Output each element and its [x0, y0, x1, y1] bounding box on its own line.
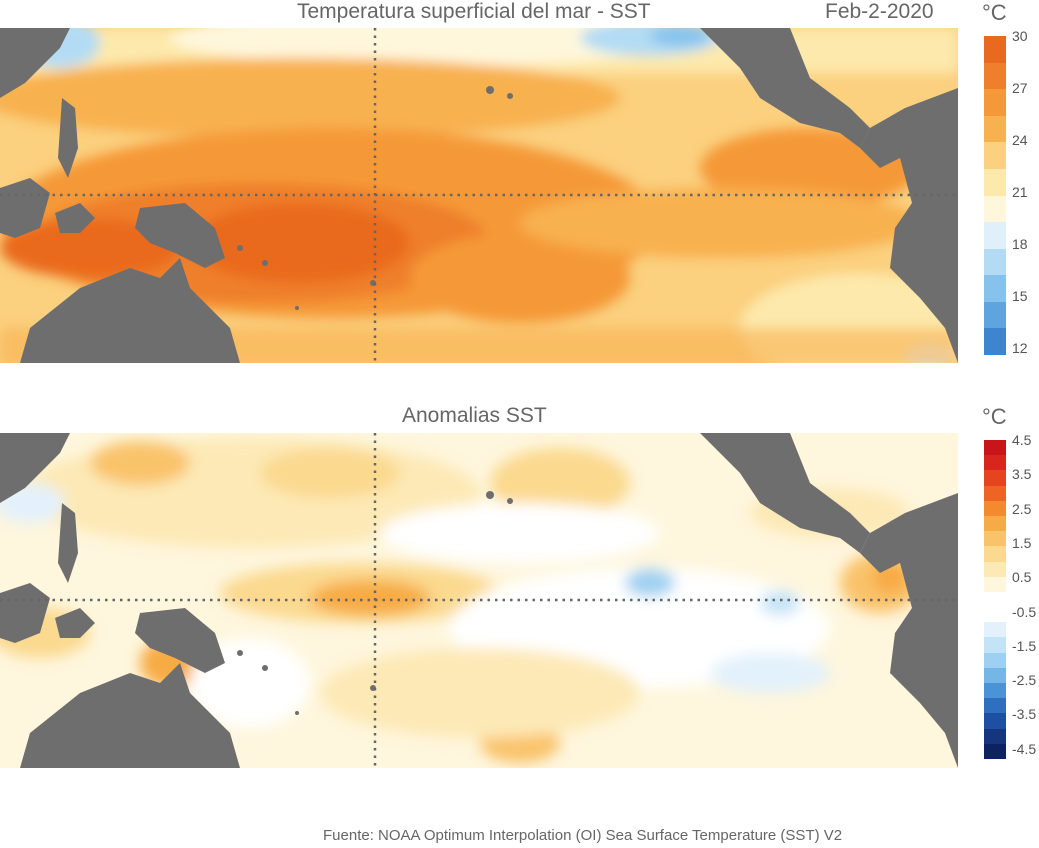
- anom-land: [0, 433, 958, 768]
- sst-colorbar-tick: 24: [1012, 132, 1028, 148]
- sst-colorbar-segment: [984, 328, 1006, 356]
- anom-colorbar-segment: [984, 455, 1006, 471]
- anom-colorbar-tick: 4.5: [1012, 432, 1032, 448]
- anom-colorbar: [984, 440, 1006, 760]
- anom-colorbar-segment: [984, 485, 1006, 502]
- anom-colorbar-tick: -2.5: [1012, 672, 1037, 689]
- sst-colorbar-segment: [984, 222, 1006, 250]
- anom-colorbar-segment: [984, 743, 1006, 760]
- anom-colorbar-tick: -1.5: [1012, 637, 1037, 654]
- sst-colorbar-segment: [984, 275, 1006, 303]
- sst-title: Temperatura superficial del mar - SST: [297, 0, 651, 23]
- anom-colorbar-tick: 1.5: [1012, 534, 1032, 551]
- anom-colorbar-segment: [984, 713, 1006, 730]
- anom-colorbar-tick: -4.5: [1012, 740, 1037, 757]
- anom-colorbar-segment: [984, 515, 1006, 532]
- sst-date: Feb-2-2020: [825, 0, 934, 23]
- sst-colorbar-segment: [984, 195, 1006, 223]
- sst-colorbar-tick: 30: [1012, 28, 1028, 44]
- anom-map: [0, 433, 958, 768]
- anom-colorbar-segment: [984, 440, 1006, 456]
- sst-colorbar-tick: 18: [1012, 236, 1028, 252]
- sst-colorbar-tick: 12: [1012, 340, 1028, 356]
- anom-colorbar-segment: [984, 607, 1006, 623]
- sst-colorbar-segment: [984, 36, 1006, 64]
- anom-colorbar-segment: [984, 546, 1006, 563]
- sst-colorbar-segment: [984, 62, 1006, 90]
- sst-colorbar-tick: 21: [1012, 184, 1028, 200]
- sst-colorbar: [984, 36, 1006, 356]
- sst-colorbar-tick: 15: [1012, 288, 1028, 304]
- sst-colorbar-segment: [984, 168, 1006, 196]
- anom-colorbar-segment: [984, 591, 1006, 608]
- anom-colorbar-segment: [984, 728, 1006, 745]
- anom-colorbar-tick: -3.5: [1012, 706, 1037, 723]
- sst-land: [0, 28, 958, 363]
- anom-colorbar-tick: -0.5: [1012, 603, 1037, 620]
- anom-unit: °C: [982, 404, 1007, 429]
- sst-colorbar-segment: [984, 248, 1006, 276]
- anom-colorbar-segment: [984, 667, 1006, 684]
- sst-colorbar-segment: [984, 142, 1006, 170]
- anom-colorbar-segment: [984, 531, 1006, 547]
- sst-colorbar-tick: 27: [1012, 80, 1028, 96]
- anom-colorbar-tick: 0.5: [1012, 569, 1032, 586]
- anom-colorbar-tick: 3.5: [1012, 466, 1032, 483]
- anom-colorbar-segment: [984, 637, 1006, 654]
- anom-colorbar-tick: 2.5: [1012, 500, 1032, 517]
- sst-unit: °C: [982, 0, 1007, 25]
- anom-title: Anomalias SST: [402, 404, 547, 427]
- anom-colorbar-segment: [984, 652, 1006, 669]
- source-credit: Fuente: NOAA Optimum Interpolation (OI) …: [323, 827, 843, 844]
- sst-colorbar-segment: [984, 89, 1006, 117]
- anom-colorbar-segment: [984, 576, 1006, 593]
- anom-colorbar-segment: [984, 698, 1006, 714]
- anom-colorbar-segment: [984, 470, 1006, 487]
- anom-colorbar-segment: [984, 622, 1006, 638]
- anom-colorbar-segment: [984, 683, 1006, 699]
- anom-colorbar-segment: [984, 561, 1006, 578]
- sst-colorbar-segment: [984, 115, 1006, 143]
- sst-colorbar-segment: [984, 301, 1006, 329]
- sst-map: [0, 28, 958, 363]
- anom-colorbar-segment: [984, 500, 1006, 517]
